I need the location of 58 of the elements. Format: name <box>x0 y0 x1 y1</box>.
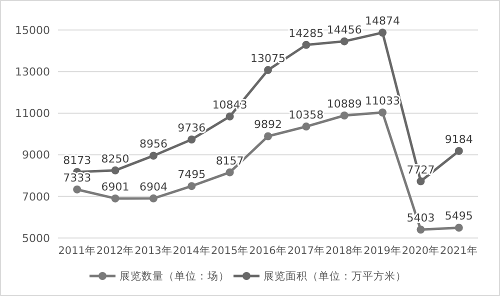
x-tick-label: 2018年 <box>325 245 364 257</box>
x-tick-label: 2020年 <box>402 245 440 257</box>
point <box>111 166 120 174</box>
y-tick-label: 11000 <box>15 107 50 120</box>
x-tick-label: 2015年 <box>210 245 249 257</box>
y-tick-label: 13000 <box>15 65 50 78</box>
data-label: 13075 <box>250 52 286 66</box>
data-label: 9736 <box>178 121 206 134</box>
data-label: 14456 <box>326 23 362 36</box>
point <box>378 108 387 117</box>
point <box>149 194 158 202</box>
data-label: 7333 <box>63 171 92 184</box>
data-label: 6904 <box>139 180 168 194</box>
x-tick-label: 2019年 <box>364 245 402 257</box>
point <box>188 135 196 144</box>
point <box>226 112 234 120</box>
data-label: 8250 <box>101 152 130 166</box>
x-tick-label: 2016年 <box>249 245 287 257</box>
data-label: 8173 <box>63 154 92 167</box>
legend-label: 展览面积（单位：万平方米） <box>264 270 406 283</box>
data-label: 10358 <box>288 108 324 122</box>
x-tick-label: 2012年 <box>96 245 134 257</box>
point <box>340 37 348 46</box>
data-label: 14874 <box>365 14 400 28</box>
data-label: 7495 <box>178 168 206 182</box>
data-label: 11033 <box>365 94 400 108</box>
point <box>302 40 310 49</box>
point <box>302 122 310 131</box>
point <box>264 66 272 74</box>
data-label: 14285 <box>288 26 324 40</box>
point <box>111 194 120 202</box>
point <box>416 226 425 234</box>
point <box>73 185 82 194</box>
point <box>226 168 234 176</box>
data-label: 8956 <box>139 138 168 151</box>
point <box>149 152 158 160</box>
data-label: 9184 <box>444 132 473 146</box>
y-tick-label: 15000 <box>15 24 50 37</box>
x-tick-label: 2011年 <box>58 245 96 257</box>
data-label: 9892 <box>254 118 282 132</box>
data-label: 5495 <box>444 210 473 223</box>
point <box>454 224 463 232</box>
point <box>454 146 463 155</box>
point <box>378 28 387 37</box>
point <box>264 132 272 140</box>
y-tick-label: 7000 <box>22 190 50 204</box>
data-label: 6901 <box>101 180 130 194</box>
point <box>340 112 348 120</box>
y-tick-label: 5000 <box>22 232 50 245</box>
x-tick-label: 2017年 <box>287 245 326 257</box>
point <box>416 177 425 186</box>
legend-label: 展览数量（单位：场） <box>120 270 230 283</box>
y-tick-label: 9000 <box>22 148 50 162</box>
data-label: 10889 <box>326 98 362 111</box>
point <box>188 182 196 190</box>
x-tick-label: 2013年 <box>134 245 172 257</box>
x-tick-label: 2014年 <box>172 245 211 257</box>
x-tick-label: 2021年 <box>440 245 478 257</box>
